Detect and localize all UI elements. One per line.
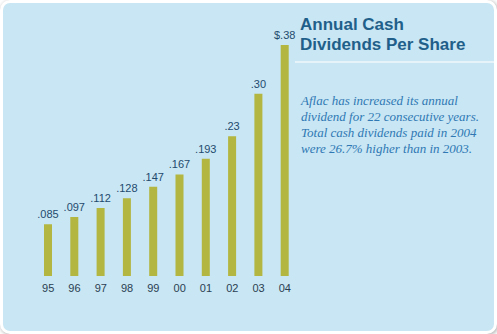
svg-text:01: 01: [200, 282, 212, 294]
svg-text:95: 95: [42, 282, 54, 294]
svg-text:.097: .097: [64, 201, 85, 213]
svg-text:99: 99: [147, 282, 159, 294]
svg-text:.112: .112: [90, 192, 111, 204]
svg-text:03: 03: [252, 282, 264, 294]
html-text:Annual Cash Dividends Per Shar: Annual Cash Dividends Per Share: [300, 15, 466, 54]
html-text:Aflac has increased its annual: Aflac has increased its annual dividend …: [301, 93, 479, 156]
svg-text:.128: .128: [116, 182, 137, 194]
svg-text:.30: .30: [251, 78, 266, 90]
svg-text:.147: .147: [142, 171, 163, 183]
svg-text:97: 97: [95, 282, 107, 294]
svg-text:.23: .23: [224, 120, 239, 132]
svg-text:.193: .193: [195, 143, 216, 155]
svg-text:.167: .167: [169, 158, 190, 170]
svg-text:04: 04: [279, 282, 291, 294]
svg-text:$.38: $.38: [274, 29, 295, 41]
svg-text:02: 02: [226, 282, 238, 294]
svg-text:.085: .085: [37, 208, 58, 220]
svg-text:96: 96: [68, 282, 80, 294]
svg-text:00: 00: [174, 282, 186, 294]
svg-text:98: 98: [121, 282, 133, 294]
